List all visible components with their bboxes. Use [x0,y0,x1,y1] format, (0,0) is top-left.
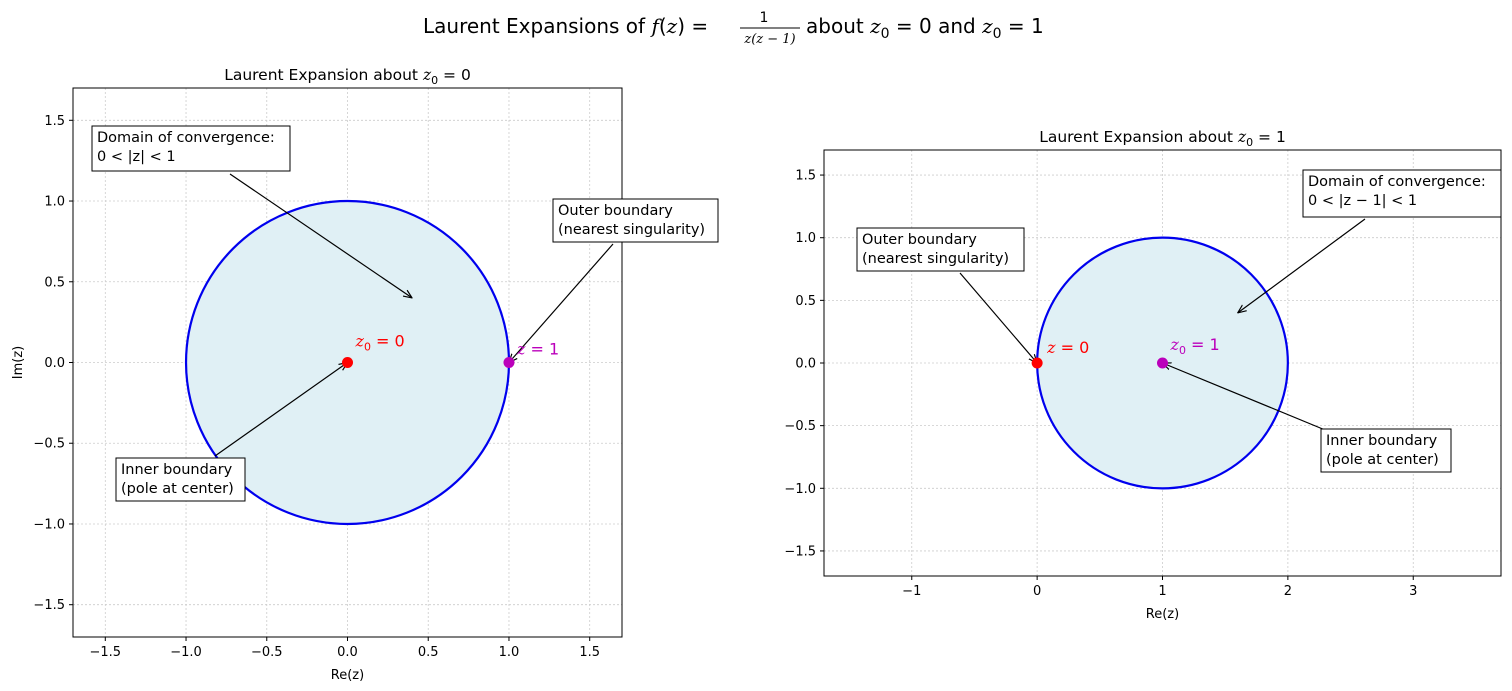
y-tick-label: 0.5 [795,294,816,309]
y-tick-label: −1.0 [784,482,816,497]
y-tick-label: 1.0 [44,195,65,210]
x-tick-label: 1.5 [579,645,600,660]
y-tick-label: −1.5 [784,544,816,559]
y-tick-label: −0.5 [784,419,816,434]
y-tick-label: 1.5 [44,114,65,129]
y-tick-label: 1.0 [795,231,816,246]
annotation-text: (nearest singularity) [862,251,1009,267]
annotation-text: Domain of convergence: [1308,174,1486,190]
x-tick-label: −1.0 [170,645,202,660]
x-tick-label: 1 [1158,584,1166,599]
title-fraction-denominator: z(z − 1) [743,32,795,47]
figure-title: Laurent Expansions of f(z) = 1 z(z − 1) … [423,10,1044,47]
annotation-text: Inner boundary [1326,433,1438,449]
annotation-arrow [214,363,348,457]
annotation-arrow [1238,218,1366,313]
annotation-box [1302,169,1502,218]
annotation-text: (nearest singularity) [558,222,705,238]
y-tick-label: 0.5 [44,275,65,290]
annotation-text: Outer boundary [862,232,977,248]
y-axis-label: Im(z) [11,346,26,379]
x-tick-label: −1.5 [90,645,122,660]
annotation-text: 0 < |z| < 1 [97,149,176,165]
annotation-box [856,227,1025,272]
x-tick-label: 0 [1033,584,1041,599]
right-subplot: −1 0 1 2 3 −1.5 −1.0 −0.5 0.0 0.5 1.0 1.5 Re(z) Laure… [784,128,1502,622]
annotation-box [552,198,719,243]
left-subplot: −1.5 −1.0 −0.5 0.0 0.5 1.0 1.5 −1.5 −1.0 −0.5 0.0 0… [11,66,719,683]
singularity-point [503,357,515,368]
singularity-point [342,357,353,368]
title-fraction-numerator: 1 [760,10,769,26]
x-tick-label: 3 [1409,584,1417,599]
y-tick-label: 1.5 [795,169,816,184]
x-axis-label: Re(z) [1146,607,1179,622]
y-tick-label: 0.0 [44,356,65,371]
y-tick-label: −0.5 [33,437,65,452]
point-label: z = 0 [1046,338,1089,357]
annotation-text: (pole at center) [1326,452,1439,468]
subplot-title: Laurent Expansion about z0 = 1 [1039,128,1286,149]
annotation-arrow [1163,363,1331,433]
annotation-box [1320,428,1452,473]
title-line: Laurent Expansions of f(z) = [423,14,708,38]
point-label: z = 1 [516,340,559,359]
annotation-arrow [509,243,614,363]
singularity-point [1031,357,1043,369]
annotation-box [91,125,291,172]
x-tick-label: 0.0 [337,645,358,660]
point-label: z0 = 0 [355,332,405,354]
annotation-arrow [959,272,1037,363]
x-axis-label: Re(z) [331,668,364,683]
annotation-box [115,457,246,502]
y-tick-label: 0.0 [795,357,816,372]
annotation-text: Domain of convergence: [97,130,275,146]
annotation-arrow [229,173,412,298]
annotation-text: 0 < |z − 1| < 1 [1308,193,1417,209]
singularity-point [1157,357,1168,369]
annotation-text: (pole at center) [121,481,234,497]
subplot-title: Laurent Expansion about z0 = 0 [224,66,471,87]
y-tick-label: −1.5 [33,598,65,613]
y-tick-label: −1.0 [33,517,65,532]
annotation-text: Inner boundary [121,462,233,478]
point-label: z0 = 1 [1170,335,1220,357]
annotation-text: Outer boundary [558,203,673,219]
title-line-end: about z0 = 0 and z0 = 1 [806,14,1044,42]
x-tick-label: −1 [902,584,921,599]
x-tick-label: 1.0 [499,645,520,660]
x-tick-label: 0.5 [418,645,439,660]
x-tick-label: 2 [1284,584,1292,599]
x-tick-label: −0.5 [251,645,283,660]
